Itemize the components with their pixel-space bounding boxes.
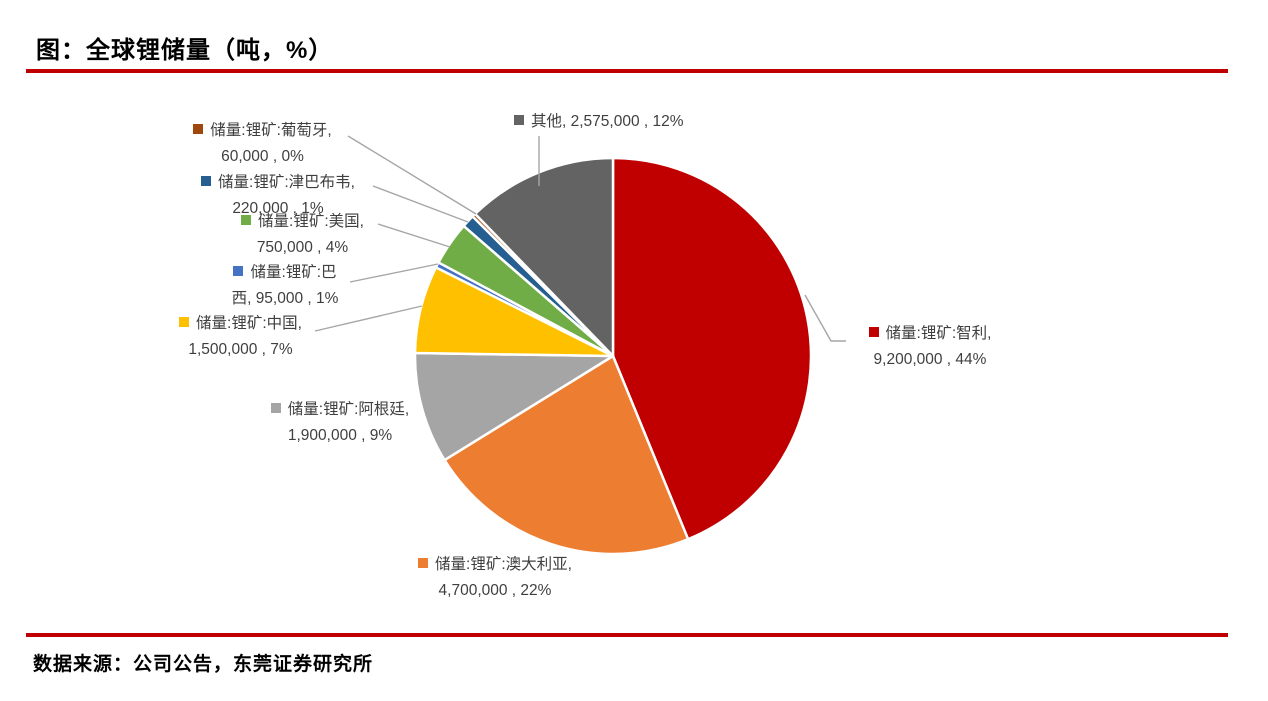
leader-line-4 [349,263,439,283]
pie-slice-2 [413,351,615,462]
pie-data-label-text: 储量:锂矿:智利, [885,325,992,342]
legend-square-icon [418,558,429,568]
pie-data-label-text: 储量:锂矿:葡萄牙, [210,122,332,139]
source-divider-rule [26,633,1228,637]
pie-data-label-text: 储量:锂矿:美国, [258,213,364,230]
pie-data-label-text: 4,700,000 , 22% [438,582,552,599]
pie-chart-canvas [314,135,846,556]
data-source-note: 数据来源：公司公告，东莞证券研究所 [33,654,374,675]
page-title: 图：全球锂储量（吨，%） [36,37,334,64]
pie-data-label-text: 储量:锂矿:巴 [250,264,337,281]
legend-square-icon [241,215,252,225]
leader-line-6 [372,185,469,223]
pie-data-label-5: 储量:锂矿:美国, 750,000 , 4% [225,209,380,261]
pie-data-label-text: 750,000 , 4% [256,239,349,256]
leader-line-5 [377,223,451,248]
legend-square-icon [514,115,524,125]
leader-line-7 [347,135,477,215]
pie-data-label-7: 储量:锂矿:葡萄牙, 60,000 , 0% [170,118,355,170]
pie-data-label-text: 储量:锂矿:津巴布韦, [218,174,355,191]
pie-slice-1 [443,354,690,556]
pie-data-label-text: 储量:锂矿:澳大利亚, [435,556,572,573]
title-divider-rule [26,69,1228,73]
pie-slice-0 [611,156,813,541]
legend-square-icon [201,176,212,186]
leader-line-3 [314,305,423,332]
pie-data-label-text: 9,200,000 , 44% [873,351,987,368]
legend-square-icon [193,124,204,134]
pie-data-label-2: 储量:锂矿:阿根廷, 1,900,000 , 9% [250,397,430,449]
pie-data-label-1: 储量:锂矿:澳大利亚, 4,700,000 , 22% [400,552,590,604]
pie-data-label-3: 储量:锂矿:中国, 1,500,000 , 7% [158,311,323,363]
pie-data-label-0: 储量:锂矿:智利, 9,200,000 , 44% [845,321,1015,373]
pie-data-label-text: 1,500,000 , 7% [188,341,293,358]
legend-square-icon [179,317,190,327]
legend-square-icon [868,327,879,337]
pie-data-label-4: 储量:锂矿:巴西, 95,000 , 1% [205,260,365,312]
pie-data-label-text: 储量:锂矿:中国, [196,315,302,332]
legend-square-icon [233,266,244,276]
legend-square-icon [270,403,281,413]
leader-line-0 [804,294,846,342]
pie-data-label-text: 西, 95,000 , 1% [231,290,339,307]
pie-data-label-8: 其他, 2,575,000 , 12% [514,109,754,135]
pie-data-label-text: 1,900,000 , 9% [287,427,393,444]
pie-data-label-6: 储量:锂矿:津巴布韦, 220,000 , 1% [178,170,378,222]
pie-data-label-text: 其他, 2,575,000 , 12% [531,113,684,130]
pie-data-label-text: 220,000 , 1% [232,200,324,217]
pie-data-label-text: 60,000 , 0% [221,148,304,165]
pie-data-label-text: 储量:锂矿:阿根廷, [287,401,410,418]
